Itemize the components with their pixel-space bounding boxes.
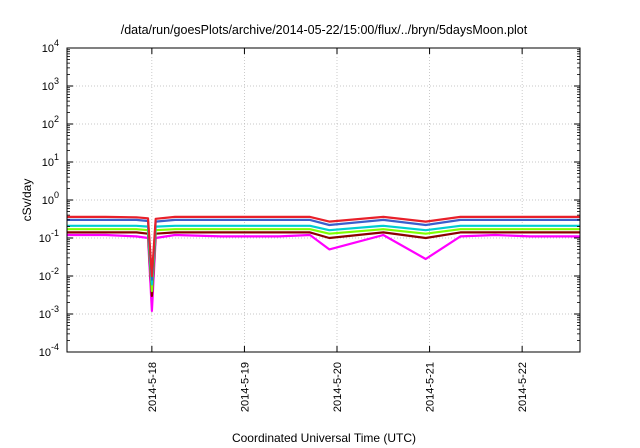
- series-line: [67, 228, 580, 293]
- series-line: [67, 215, 580, 278]
- chart-title: /data/run/goesPlots/archive/2014-05-22/1…: [121, 23, 528, 37]
- axis-ticks: 10-4 10-3 10-2 10-1 100 101 102 103 104 2014-5-18…: [39, 38, 580, 412]
- x-tick-label: 2014-5-20: [332, 362, 344, 412]
- y-tick-label: 101: [42, 152, 59, 169]
- x-tick-label: 2014-5-21: [425, 362, 437, 412]
- y-tick-label: 103: [42, 76, 59, 93]
- grid: [67, 48, 580, 352]
- y-tick-label: 10-1: [39, 228, 59, 245]
- y-axis-label: cSv/day: [20, 179, 34, 222]
- series-line: [67, 224, 580, 286]
- y-tick-label: 10-4: [39, 342, 59, 359]
- y-tick-label: 100: [42, 190, 59, 207]
- x-tick-label: 2014-5-22: [517, 362, 529, 412]
- y-tick-label: 102: [42, 114, 59, 131]
- series-line: [67, 218, 580, 281]
- series-group: [67, 215, 580, 313]
- plot-frame: [66, 47, 581, 353]
- x-tick-label: 2014-5-19: [239, 362, 251, 412]
- series-line: [67, 233, 580, 313]
- x-axis-label: Coordinated Universal Time (UTC): [232, 431, 416, 445]
- y-tick-label: 104: [42, 38, 59, 55]
- series-line: [67, 231, 580, 297]
- x-tick-label: 2014-5-18: [147, 362, 159, 412]
- y-tick-label: 10-3: [39, 304, 59, 321]
- y-tick-label: 10-2: [39, 266, 59, 283]
